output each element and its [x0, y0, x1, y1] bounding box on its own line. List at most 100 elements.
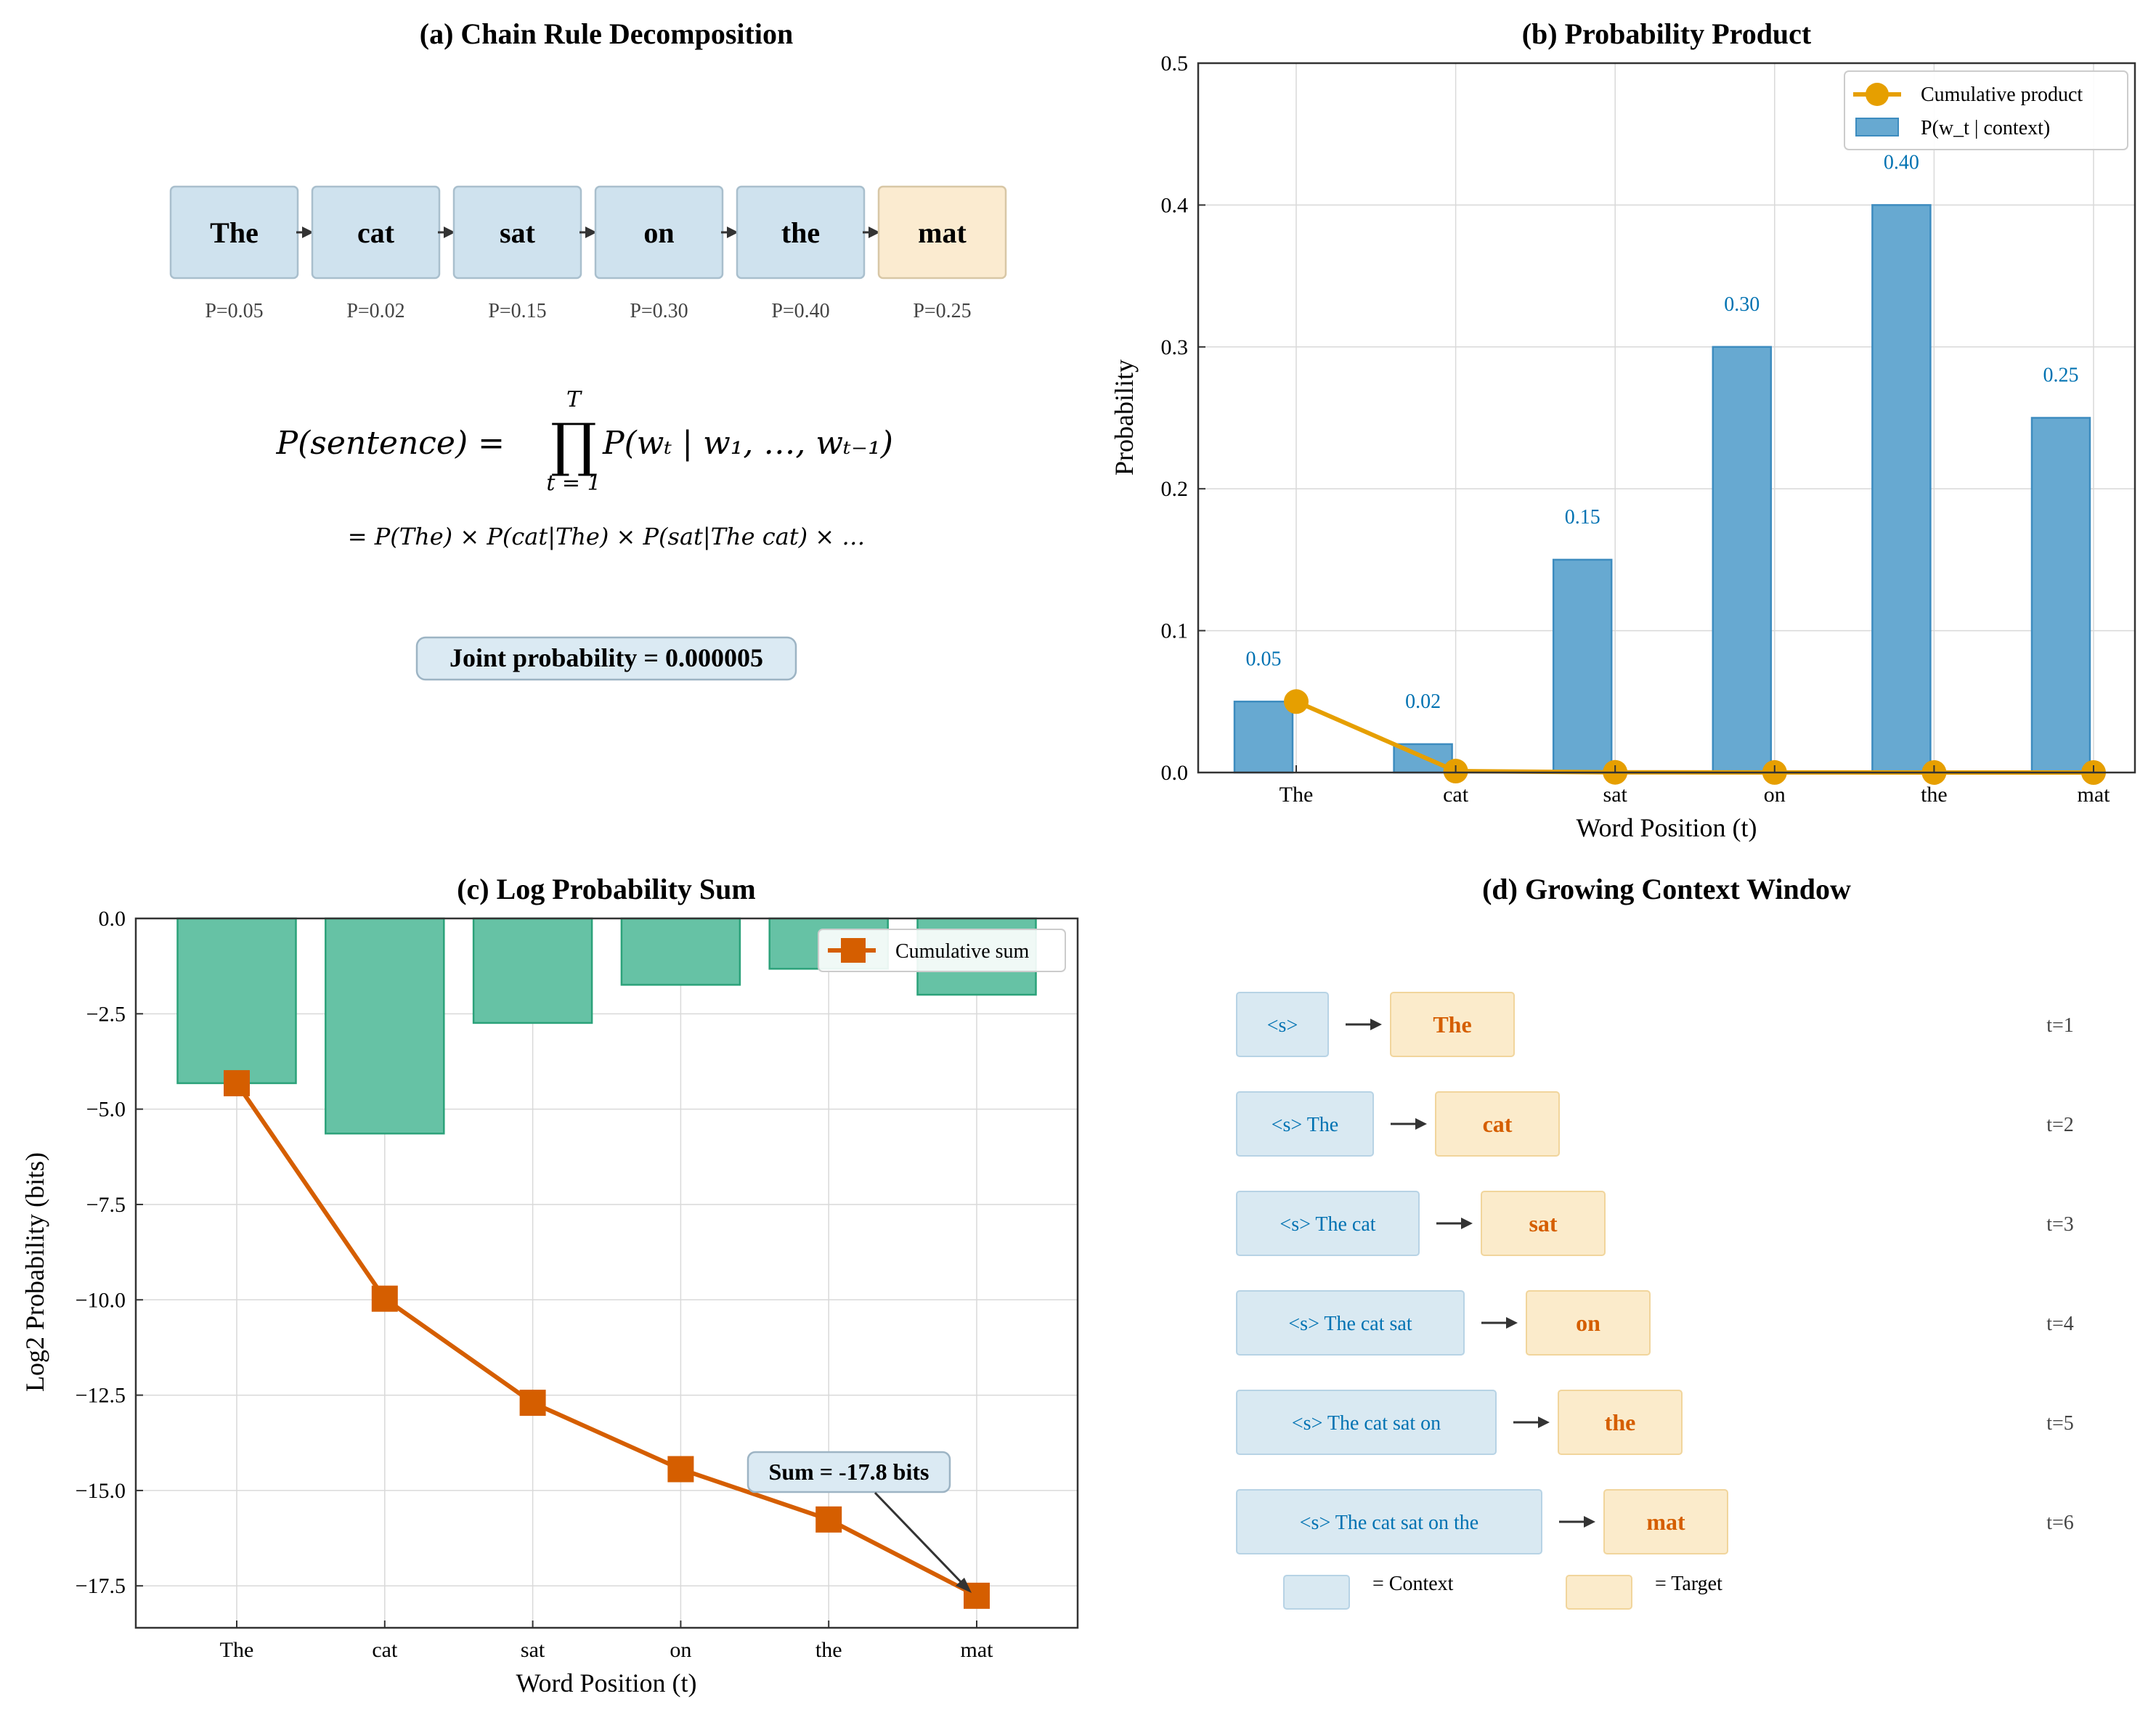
probability-bar	[1871, 204, 1932, 774]
target-text: mat	[1646, 1509, 1685, 1535]
x-tick-label: sat	[1603, 783, 1628, 807]
token-probability: P=0.05	[205, 300, 263, 322]
chain-arrowhead	[868, 227, 880, 238]
y-tick-label: −17.5	[76, 1574, 126, 1598]
formula-upper-limit: T	[566, 387, 582, 412]
context-arrowhead	[1415, 1118, 1427, 1130]
panel-a: (a) Chain Rule Decomposition The P=0.05 ca…	[169, 17, 1007, 681]
y-tick-label: 0.2	[1161, 477, 1189, 501]
x-tick-label: mat	[961, 1638, 994, 1662]
legend-target-label: = Target	[1655, 1573, 1722, 1595]
chain-arrowhead	[444, 227, 455, 238]
context-box	[1236, 1390, 1497, 1455]
y-tick-label: 0.0	[1161, 761, 1189, 785]
legend-bar-swatch	[1855, 118, 1899, 136]
panel-b-ticks: 0.0 0.1 0.2 0.3 0.4 0.5 The cat sat on the mat	[1161, 52, 2111, 807]
chain-arrowhead	[585, 227, 597, 238]
step-label: t=6	[2046, 1512, 2074, 1534]
sum-annotation-arrow	[874, 1491, 969, 1590]
sum-annotation: Sum = -17.8 bits	[747, 1451, 972, 1593]
panel-c-cumulative-line	[224, 1069, 990, 1609]
context-arrowhead	[1461, 1218, 1473, 1229]
cumulative-sum-point	[815, 1506, 842, 1533]
formula-rhs: P(wₜ | w₁, …, wₜ₋₁)	[602, 425, 893, 462]
target-text: The	[1433, 1011, 1471, 1038]
target-box	[1390, 992, 1515, 1057]
x-tick-label: sat	[521, 1638, 545, 1662]
target-text: cat	[1483, 1111, 1513, 1137]
log-probability-bar	[176, 917, 297, 1085]
panel-b-bars: 0.05 0.02 0.15 0.30 0.40 0.25	[1233, 151, 2091, 774]
target-box	[1526, 1290, 1651, 1356]
context-arrowhead	[1370, 1019, 1382, 1030]
formula-product-symbol: ∏	[550, 411, 597, 478]
cumulative-sum-point	[371, 1285, 398, 1312]
probability-bar	[1233, 701, 1294, 774]
cumulative-sum-line	[235, 1082, 978, 1598]
y-tick-label: −2.5	[86, 1002, 126, 1026]
panel-b-xlabel: Word Position (t)	[1576, 813, 1757, 842]
y-tick-label: 0.1	[1161, 619, 1189, 643]
token-chain: The P=0.05 cat P=0.02 sat P=0.15 on P=0.30 the P=…	[169, 185, 1007, 322]
token-probability: P=0.15	[488, 300, 546, 322]
context-text: <s> The cat sat on	[1292, 1412, 1441, 1435]
x-tick-label: cat	[1443, 783, 1469, 807]
panel-b-title: (b) Probability Product	[1522, 17, 1812, 50]
bar-value-label: 0.40	[1884, 151, 1919, 174]
context-text: <s> The cat sat on the	[1300, 1512, 1478, 1534]
panel-b: (b) Probability Product 0.050.020.150.30…	[1110, 17, 2136, 842]
joint-probability-label: Joint probability = 0.000005	[449, 643, 763, 672]
panel-d-title: (d) Growing Context Window	[1482, 873, 1851, 905]
token-label: mat	[918, 216, 967, 249]
legend-context-swatch	[1283, 1575, 1350, 1610]
target-text: on	[1576, 1310, 1600, 1336]
legend-context-label: = Context	[1372, 1573, 1454, 1595]
step-label: t=4	[2046, 1313, 2074, 1335]
panel-b-legend: Cumulative product P(w_t | context)	[1844, 70, 2128, 150]
x-tick-label: the	[815, 1638, 842, 1662]
formula-lower-limit: t = 1	[546, 470, 601, 496]
token-probability: P=0.02	[346, 300, 404, 322]
legend-target-swatch	[1566, 1575, 1632, 1610]
y-tick-label: −5.0	[86, 1098, 126, 1122]
step-label: t=1	[2046, 1014, 2074, 1037]
probability-bar	[1552, 558, 1613, 774]
step-label: t=5	[2046, 1412, 2074, 1435]
token-probability: P=0.25	[913, 300, 971, 322]
x-tick-label: on	[670, 1638, 691, 1662]
y-tick-label: −10.0	[76, 1288, 126, 1312]
chain-rule-formula: P(sentence) = ∏ T t = 1 P(wₜ | w₁, …, wₜ…	[276, 387, 893, 550]
panel-d: (d) Growing Context Window <s> The t=1 <s> …	[1236, 873, 2074, 1610]
token-label: on	[643, 216, 674, 249]
target-box	[1481, 1191, 1606, 1256]
panel-b-legend-box	[1844, 70, 2128, 150]
log-probability-bar	[620, 917, 741, 986]
target-text: sat	[1529, 1210, 1557, 1236]
target-box	[1558, 1390, 1683, 1455]
context-window-rows: <s> The t=1 <s> The cat t=2 <s> The cat sat t=3 <…	[1236, 992, 2074, 1554]
step-label: t=3	[2046, 1213, 2074, 1236]
panel-c-legend-box	[818, 929, 1066, 972]
sum-annotation-box	[747, 1451, 951, 1493]
legend-cumulative-sum: Cumulative sum	[895, 940, 1030, 963]
panel-c-xlabel: Word Position (t)	[516, 1668, 696, 1697]
bar-value-label: 0.25	[2043, 364, 2079, 387]
token-label: the	[781, 216, 820, 249]
panel-c: (c) Log Probability Sum 0.0 −2.5 −5.0 −7.5 −…	[20, 873, 1079, 1697]
y-tick-label: −15.0	[76, 1479, 126, 1503]
token-probability: P=0.30	[630, 300, 688, 322]
token-label: cat	[357, 216, 395, 249]
cumulative-sum-point	[667, 1456, 694, 1483]
y-tick-label: 0.4	[1161, 193, 1189, 217]
joint-probability-box	[415, 636, 797, 681]
panel-b-grid	[1198, 62, 2135, 773]
sum-annotation-text: Sum = -17.8 bits	[769, 1459, 929, 1485]
token-label: sat	[500, 216, 536, 249]
legend-cumsum-marker	[841, 938, 866, 963]
target-box	[1435, 1091, 1560, 1157]
cumulative-sum-point	[224, 1069, 250, 1096]
panel-b-ylabel: Probability	[1110, 359, 1139, 476]
y-tick-label: 0.3	[1161, 335, 1189, 359]
legend-cumulative-product: Cumulative product	[1921, 83, 2083, 106]
